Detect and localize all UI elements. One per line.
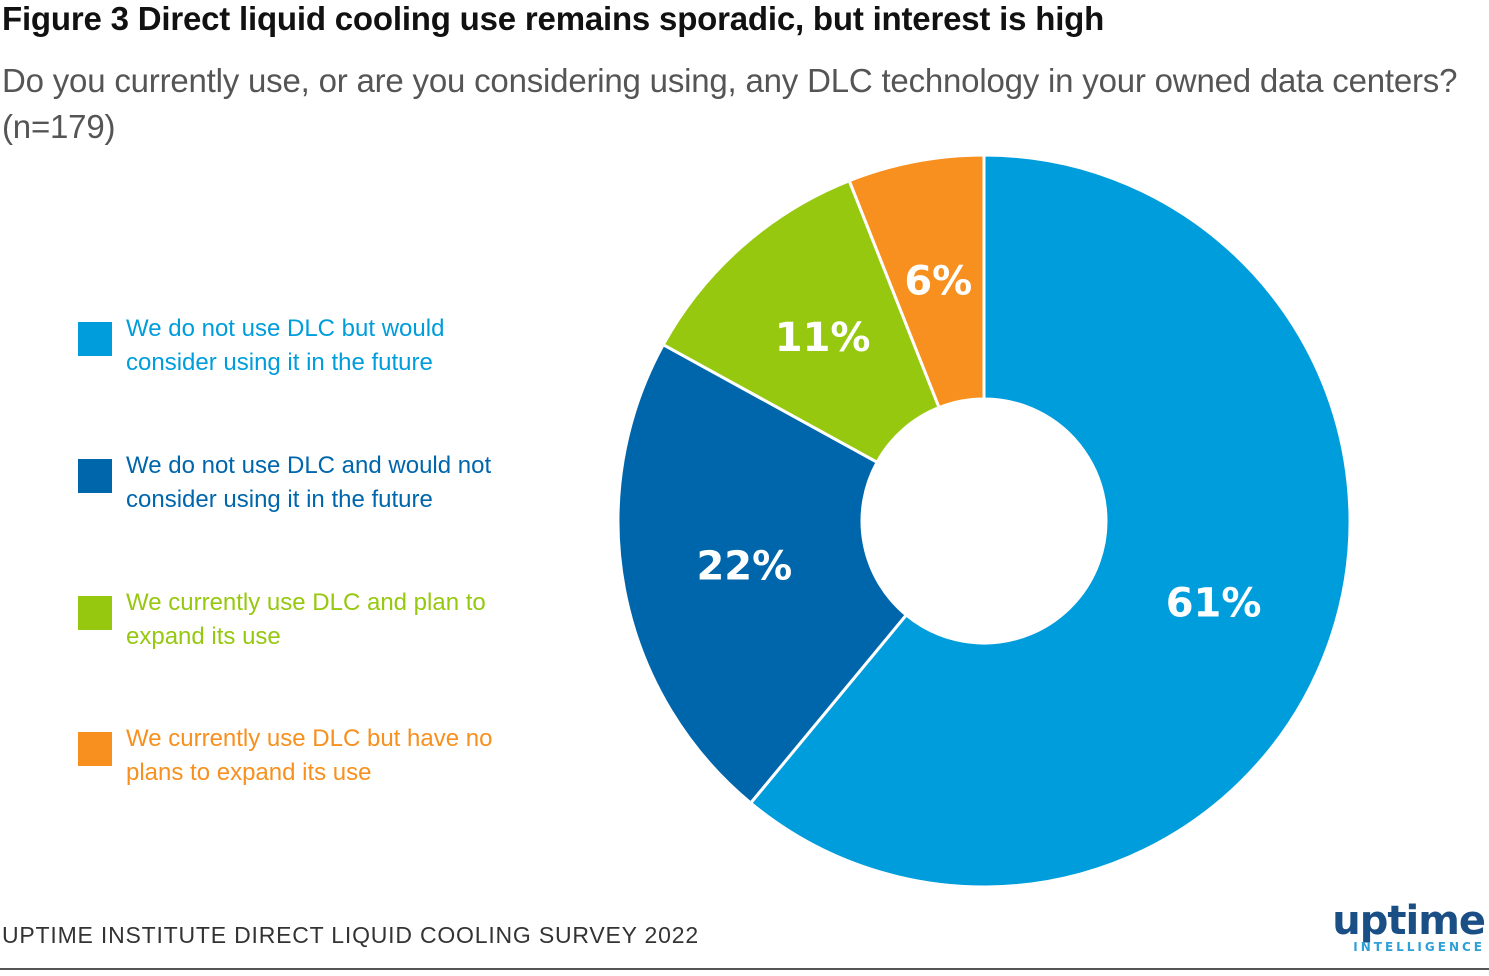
slice-no-expand (847, 153, 986, 410)
slice-label-consider-future: 61% (1166, 581, 1262, 627)
legend-label: We currently use DLC but have no plans t… (126, 725, 493, 786)
legend-label: We currently use DLC and plan to expand … (126, 589, 486, 650)
slice-label-expand-use: 11% (775, 315, 871, 361)
slice-expand-use (661, 178, 942, 465)
legend-swatch (78, 459, 112, 493)
slice-label-not-consider: 22% (696, 544, 792, 590)
legend-item-not-consider: We do not use DLC and would not consider… (78, 449, 536, 517)
legend-label: We do not use DLC but would consider usi… (126, 315, 445, 376)
slice-label-no-expand: 6% (904, 258, 972, 304)
legend-item-consider-future: We do not use DLC but would consider usi… (78, 312, 536, 380)
legend-item-no-expand: We currently use DLC but have no plans t… (78, 722, 536, 790)
legend-label: We do not use DLC and would not consider… (126, 452, 492, 513)
source-note: UPTIME INSTITUTE DIRECT LIQUID COOLING S… (2, 922, 699, 948)
chart-subtitle: Do you currently use, or are you conside… (2, 62, 1458, 145)
slice-consider-future (748, 153, 1352, 889)
uptime-intelligence-logo: uptime INTELLIGENCE (1332, 898, 1486, 954)
legend-swatch (78, 732, 112, 766)
footer-divider (0, 968, 1489, 970)
slice-not-consider (616, 342, 909, 806)
chart-title: Figure 3 Direct liquid cooling use remai… (2, 0, 1105, 37)
legend-swatch (78, 596, 112, 630)
logo-subtext: INTELLIGENCE (1353, 940, 1485, 954)
legend-swatch (78, 322, 112, 356)
legend-item-expand-use: We currently use DLC and plan to expand … (78, 586, 536, 654)
logo-wordmark: uptime (1332, 898, 1486, 944)
